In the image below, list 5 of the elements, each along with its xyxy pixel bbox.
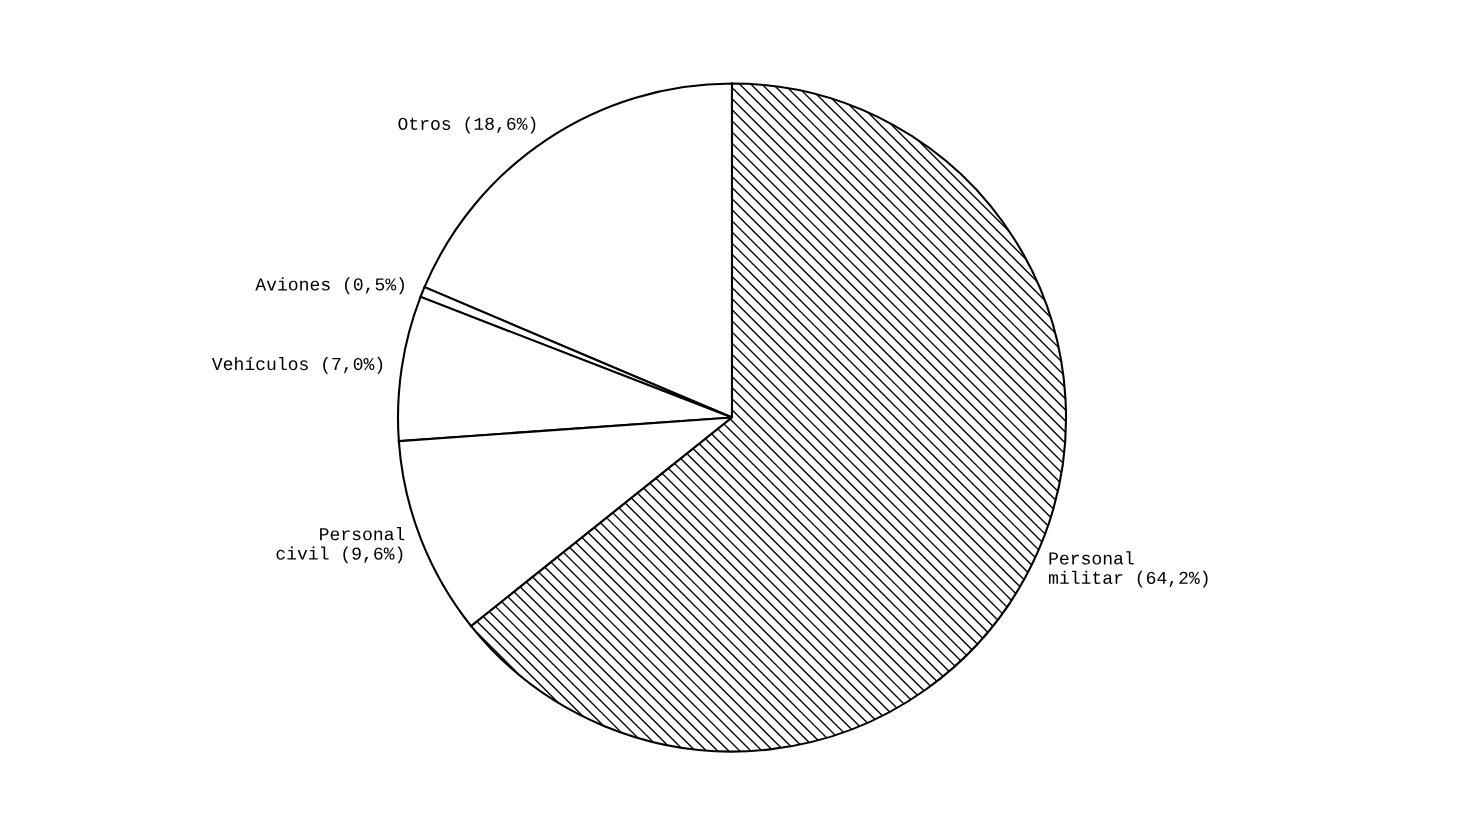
slice-label: Vehículos (7,0%) — [211, 356, 383, 374]
slice-label: Aviones (0,5%) — [255, 277, 404, 295]
slice-label: Otros (18,6%) — [398, 116, 536, 134]
slice-label: Personal civil (9,6%) — [276, 527, 405, 564]
slice-label: Personal militar (64,2%) — [1048, 551, 1208, 588]
